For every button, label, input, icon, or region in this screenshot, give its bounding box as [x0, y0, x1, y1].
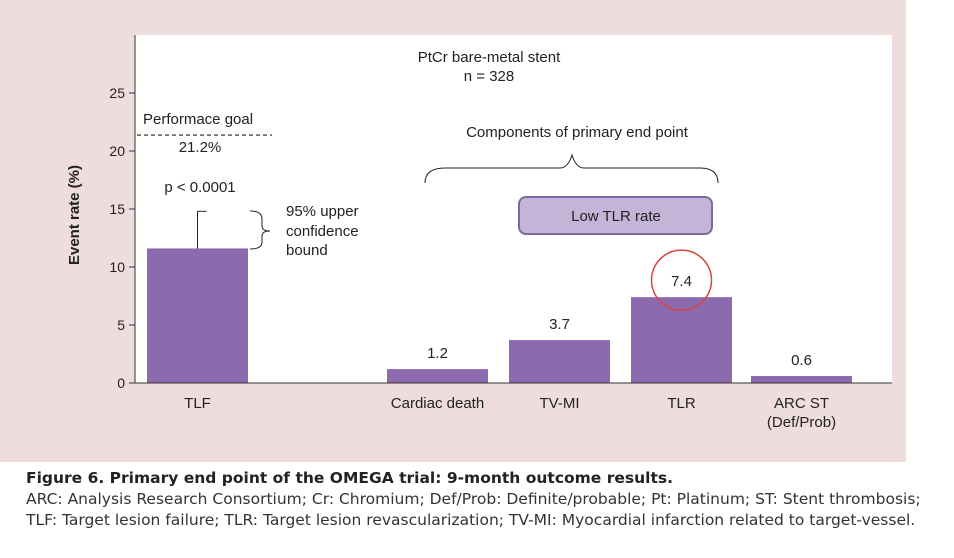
- y-tick-label: 0: [117, 375, 125, 391]
- figure-caption: Figure 6. Primary end point of the OMEGA…: [26, 468, 926, 531]
- bound-line3: bound: [286, 242, 328, 259]
- components-label: Components of primary end point: [466, 124, 689, 141]
- confidence-whisker: [197, 210, 207, 249]
- x-category-label: TLR: [667, 395, 696, 412]
- plot-area: [135, 35, 892, 383]
- bar-cardiac-death: [387, 369, 488, 383]
- data-label: 1.2: [427, 345, 448, 362]
- y-tick-label: 15: [109, 201, 125, 217]
- bar-tlf: [147, 248, 248, 383]
- y-tick-label: 10: [109, 259, 125, 275]
- bound-line1: 95% upper: [286, 203, 359, 220]
- low-tlr-badge-label: Low TLR rate: [571, 208, 661, 225]
- x-category-label: TV-MI: [540, 395, 580, 412]
- bar-chart: 0 5 10 15 20 25 Event rate (%) PtCr bare-meta…: [66, 35, 892, 431]
- x-axis-categories: TLF Cardiac death TV-MI TLR ARC ST (Def/Prob): [184, 395, 836, 431]
- x-category-label: ARC ST: [774, 395, 829, 412]
- bars-group: [135, 248, 892, 384]
- performance-goal-label: Performace goal: [143, 111, 253, 128]
- header-line2: n = 328: [464, 68, 514, 85]
- bound-line2: confidence: [286, 223, 359, 240]
- header-line1: PtCr bare-metal stent: [418, 49, 561, 66]
- bar-tlr: [631, 297, 732, 383]
- y-tick-label: 20: [109, 143, 125, 159]
- x-category-label: Cardiac death: [391, 395, 484, 412]
- x-category-label: TLF: [184, 395, 211, 412]
- components-brace: [424, 153, 719, 184]
- data-labels-group: 1.2 3.7 7.4 0.6: [427, 273, 812, 369]
- y-tick-label: 5: [117, 317, 125, 333]
- tlr-highlight-circle: [650, 249, 713, 311]
- data-label: 7.4: [671, 273, 692, 290]
- bar-arc-st: [751, 376, 852, 383]
- y-axis-ticks: 0 5 10 15 20 25: [109, 85, 135, 391]
- low-tlr-badge: [518, 196, 713, 235]
- data-label: 0.6: [791, 352, 812, 369]
- goal-value: 21.2%: [179, 139, 222, 156]
- confidence-brace: [249, 210, 271, 250]
- p-value: p < 0.0001: [164, 179, 235, 196]
- x-category-label: (Def/Prob): [767, 414, 836, 431]
- caption-title: Figure 6. Primary end point of the OMEGA…: [26, 469, 673, 487]
- caption-body: ARC: Analysis Research Consortium; Cr: C…: [26, 490, 921, 529]
- bar-tv-mi: [509, 340, 610, 383]
- data-label: 3.7: [549, 316, 570, 333]
- y-tick-label: 25: [109, 85, 125, 101]
- y-axis-label: Event rate (%): [66, 165, 83, 265]
